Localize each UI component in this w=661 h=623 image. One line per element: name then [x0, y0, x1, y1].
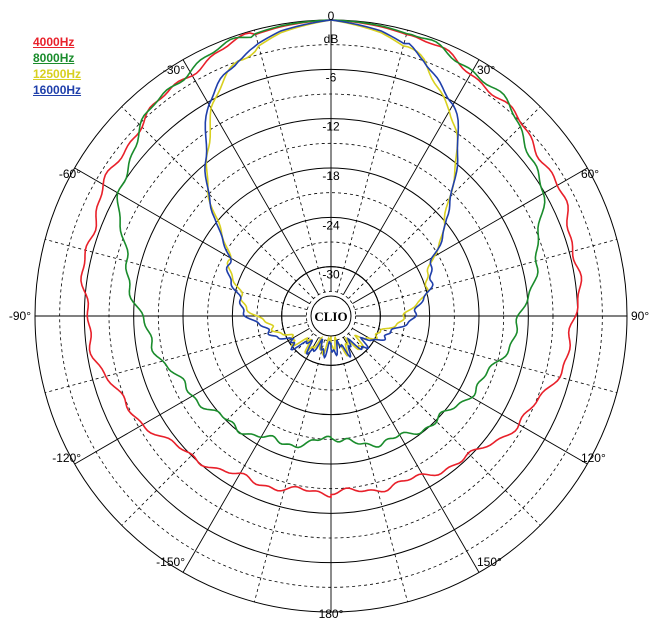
angle-label: -150°	[156, 555, 185, 569]
angle-label: 30°	[477, 63, 495, 77]
grid-spoke	[354, 321, 618, 393]
grid-spoke	[121, 333, 314, 526]
radial-tick-label: -12	[322, 120, 340, 134]
grid-spoke	[74, 167, 310, 305]
legend-item: 16000Hz	[33, 83, 82, 97]
angle-label: 150°	[477, 555, 502, 569]
legend-item: 12500Hz	[33, 67, 82, 81]
series-line	[204, 19, 460, 359]
legend-item: 4000Hz	[33, 35, 75, 49]
unit-label: dB	[324, 32, 339, 46]
radial-tick-label: -6	[326, 70, 337, 84]
angle-label: -120°	[52, 451, 81, 465]
grid-spoke	[254, 339, 326, 603]
grid-spoke	[348, 106, 541, 299]
polar-spokes	[35, 20, 627, 612]
grid-spoke	[182, 337, 320, 573]
angle-label: -90°	[9, 309, 31, 323]
radial-tick-label: -30	[322, 268, 340, 282]
logo-text: CLIO	[314, 309, 347, 324]
grid-spoke	[348, 333, 541, 526]
angle-label: -60°	[59, 167, 81, 181]
angle-label: 0	[328, 9, 335, 23]
grid-spoke	[352, 327, 588, 465]
grid-spoke	[342, 59, 480, 295]
series-curves	[80, 19, 583, 499]
grid-spoke	[336, 339, 408, 603]
grid-spoke	[336, 29, 408, 293]
radial-tick-label: -24	[322, 218, 340, 232]
angle-label: -30°	[163, 63, 185, 77]
angle-label: 60°	[581, 167, 599, 181]
radial-labels: dB -6 -12 -18 -24 -30	[322, 32, 340, 282]
radial-tick-label: -18	[322, 169, 340, 183]
angle-label: 120°	[581, 451, 606, 465]
grid-spoke	[352, 167, 588, 305]
grid-spoke	[254, 29, 326, 293]
grid-spoke	[182, 59, 320, 295]
angle-label: 180°	[319, 607, 344, 621]
grid-spoke	[121, 106, 314, 299]
angle-label: 90°	[631, 309, 649, 323]
grid-spoke	[44, 239, 308, 311]
center-logo: CLIO	[310, 295, 352, 337]
grid-spoke	[342, 337, 480, 573]
legend-item: 8000Hz	[33, 51, 75, 65]
angle-labels: 0 30° 60° 90° 120° 150° 180° -150° -120° -90° -60°…	[9, 9, 650, 621]
